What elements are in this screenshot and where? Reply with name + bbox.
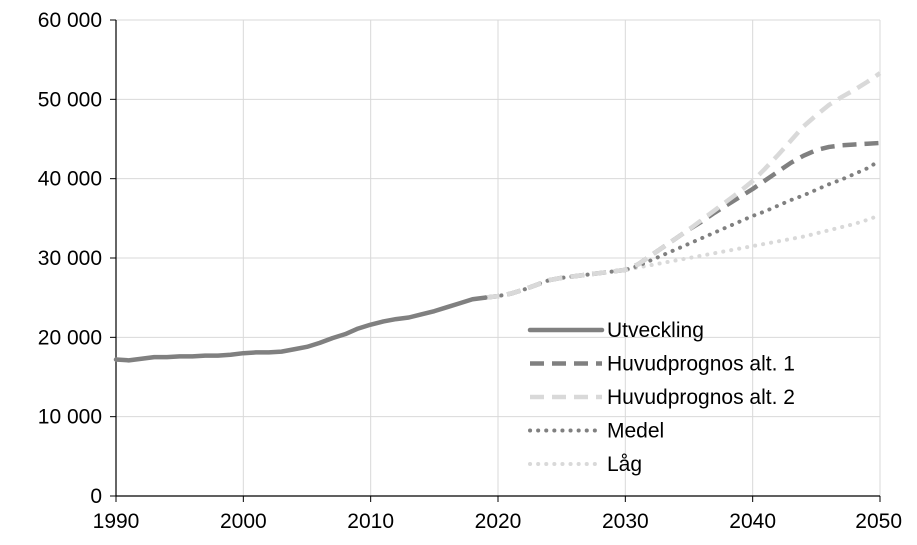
series-lines xyxy=(113,71,882,363)
y-tick-label: 40 000 xyxy=(38,168,102,191)
x-tick-label: 1990 xyxy=(93,510,140,533)
x-tick-label: 2000 xyxy=(220,510,267,533)
series-line-huvudprognos-alt-1 xyxy=(484,140,881,300)
y-tick-label: 30 000 xyxy=(38,247,102,270)
y-tick-label: 20 000 xyxy=(38,326,102,349)
series-line-huvudprognos-alt-2 xyxy=(484,71,882,300)
series-line-utveckling xyxy=(113,295,488,363)
axes xyxy=(110,19,881,502)
series-line-låg xyxy=(483,213,882,300)
y-tick-label: 0 xyxy=(90,485,102,508)
x-tick-label: 2020 xyxy=(475,510,522,533)
legend-label: Huvudprognos alt. 2 xyxy=(607,386,795,409)
legend-label: Låg xyxy=(607,453,642,476)
legend-label: Huvudprognos alt. 1 xyxy=(607,353,795,376)
series-line-medel xyxy=(483,158,882,300)
x-tick-label: 2030 xyxy=(602,510,649,533)
x-tick-label: 2010 xyxy=(347,510,394,533)
legend: Utveckling Huvudprognos alt. 1 Huvudprogno… xyxy=(527,319,795,476)
legend-label: Utveckling xyxy=(607,319,704,342)
gridlines xyxy=(116,19,881,496)
y-tick-label: 50 000 xyxy=(38,88,102,111)
x-tick-label: 2040 xyxy=(729,510,776,533)
y-tick-label: 10 000 xyxy=(38,406,102,429)
tick-labels: 0 10 000 20 000 30 000 40 000 50 000 60 000 199… xyxy=(38,9,902,533)
x-tick-label: 2050 xyxy=(855,510,902,533)
y-tick-label: 60 000 xyxy=(38,9,102,32)
legend-label: Medel xyxy=(607,420,664,443)
